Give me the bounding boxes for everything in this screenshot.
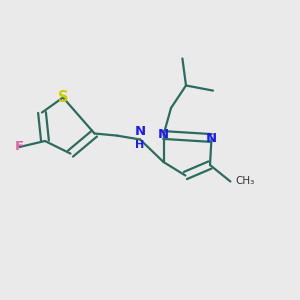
Text: N: N [158, 128, 169, 142]
Text: H: H [136, 140, 145, 151]
Text: N: N [134, 125, 146, 139]
Text: S: S [58, 90, 68, 105]
Text: F: F [15, 140, 24, 154]
Text: CH₃: CH₃ [235, 176, 254, 187]
Text: N: N [206, 131, 217, 145]
